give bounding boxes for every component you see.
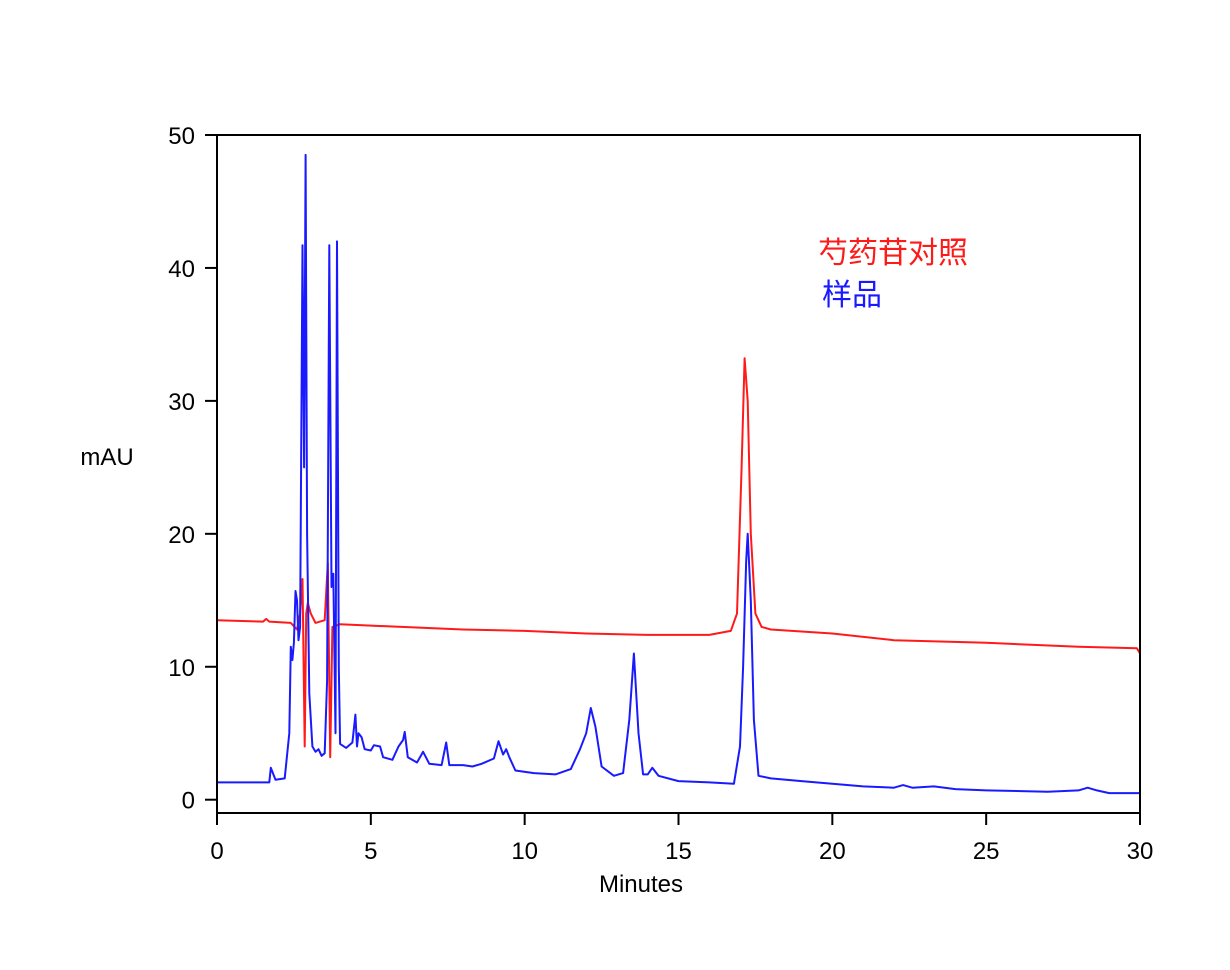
x-tick-label: 10 (511, 838, 538, 865)
x-tick-label: 15 (665, 838, 692, 865)
series-layer (216, 153, 1141, 795)
y-axis: 0 10 20 30 40 50 (168, 123, 217, 815)
y-tick-label: 20 (168, 522, 195, 549)
x-tick-label: 0 (210, 838, 223, 865)
y-tick-label: 40 (168, 256, 195, 283)
y-tick-label: 50 (168, 123, 195, 150)
y-tick-label: 30 (168, 389, 195, 416)
legend-entry-sample: 样品 (822, 278, 882, 313)
legend-entry-reference: 芍药苷对照 (818, 236, 968, 271)
x-tick-label: 20 (819, 838, 846, 865)
y-tick-label: 10 (168, 655, 195, 682)
x-tick-label: 25 (973, 838, 1000, 865)
y-tick-label: 0 (182, 788, 195, 815)
x-axis-title: Minutes (599, 871, 683, 898)
series-line-reference (216, 357, 1141, 759)
x-tick-label: 5 (364, 838, 377, 865)
x-axis: 0 5 10 15 20 25 30 (210, 813, 1153, 865)
plot-frame (216, 134, 1141, 814)
series-line-sample (217, 153, 1140, 795)
y-axis-title: mAU (80, 444, 133, 471)
x-tick-label: 30 (1127, 838, 1154, 865)
